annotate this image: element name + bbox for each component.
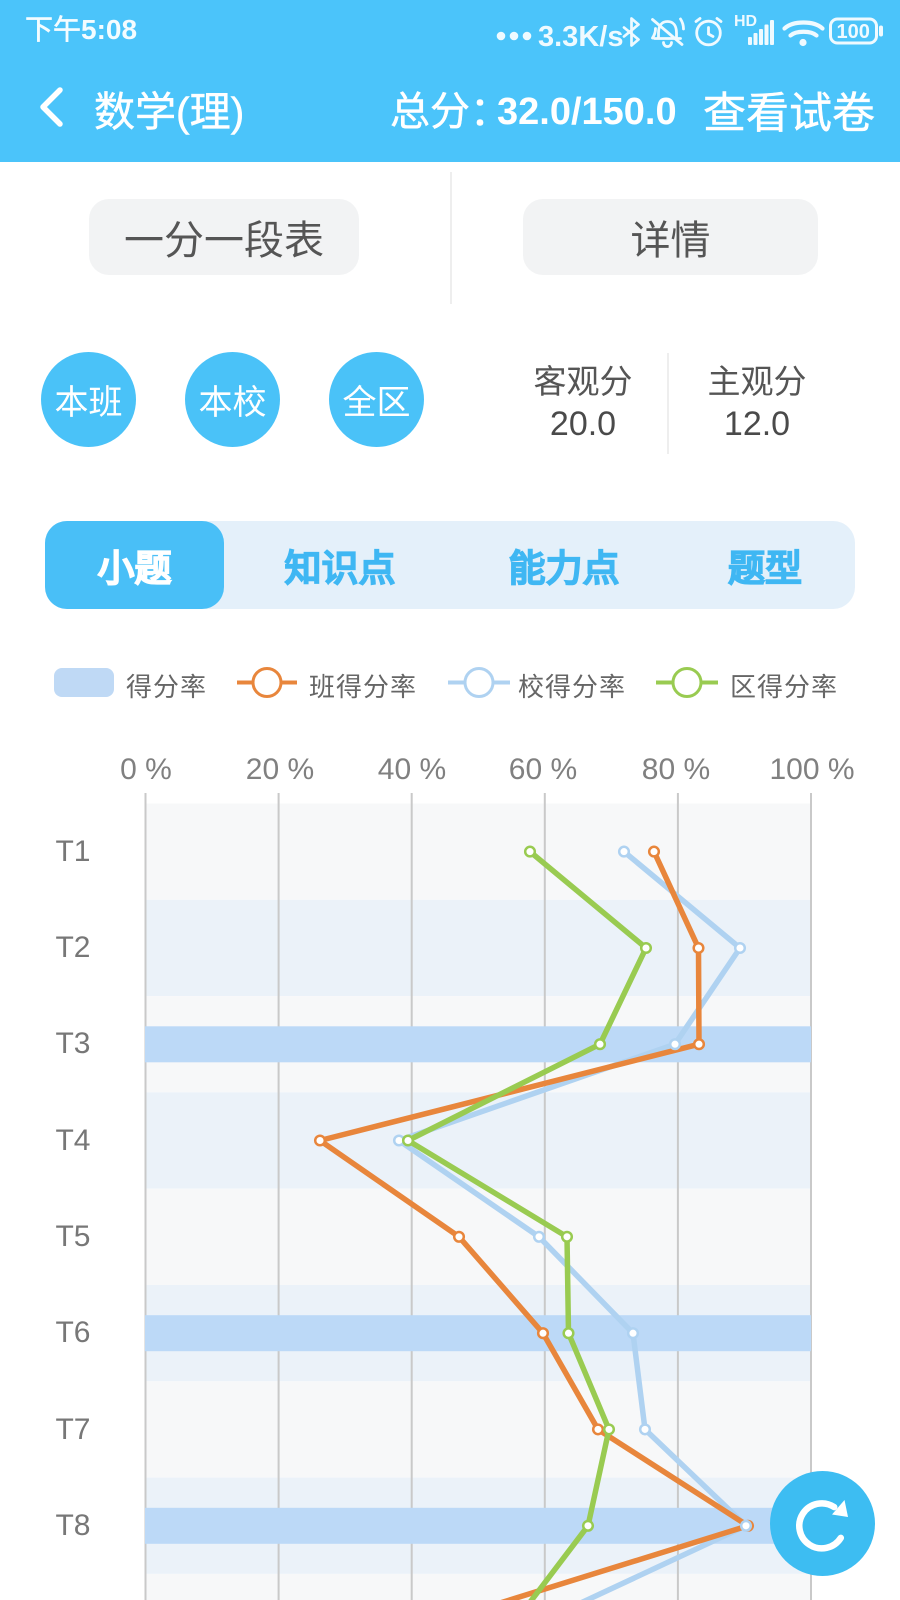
svg-text:100: 100 xyxy=(837,21,870,43)
svg-text:HD: HD xyxy=(734,13,757,30)
svg-text:3.3K/s: 3.3K/s xyxy=(538,21,623,50)
